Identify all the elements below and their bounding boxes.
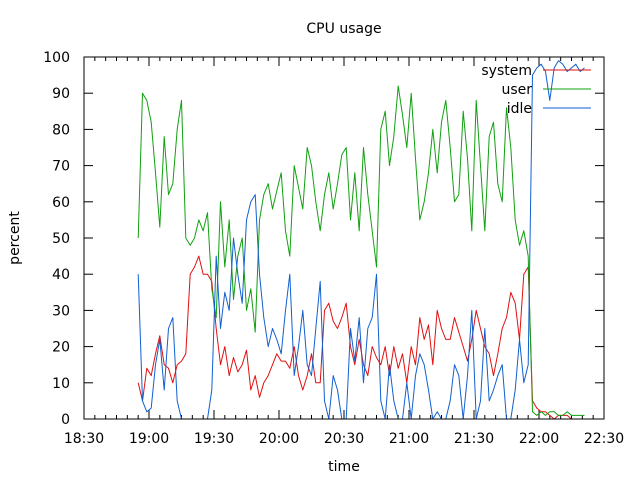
y-tick-label: 30 [52, 303, 70, 319]
y-tick-label: 10 [52, 376, 70, 392]
tick-labels: 0 10 20 30 40 50 60 70 80 90 100 18:30 19:00 19:30 20:… [43, 50, 624, 447]
x-axis-label: time [328, 459, 360, 475]
series-line-user [137, 85, 585, 416]
x-tick-label: 21:30 [454, 431, 494, 447]
y-tick-label: 90 [52, 86, 70, 102]
y-tick-label: 0 [61, 412, 70, 428]
y-tick-label: 60 [52, 195, 70, 211]
x-tick-label: 20:00 [259, 431, 299, 447]
x-tick-label: 18:30 [64, 431, 104, 447]
x-tick-label: 19:00 [129, 431, 169, 447]
y-tick-label: 80 [52, 122, 70, 138]
y-tick-label: 100 [43, 50, 70, 66]
y-tick-label: 70 [52, 159, 70, 175]
legend-label-system: system [481, 63, 532, 79]
series-line-system [137, 255, 585, 420]
y-tick-label: 50 [52, 231, 70, 247]
chart-title: CPU usage [306, 21, 381, 37]
x-tick-label: 22:00 [519, 431, 559, 447]
legend: system user idle [481, 63, 591, 117]
y-tick-label: 20 [52, 340, 70, 356]
y-axis-label: percent [7, 211, 23, 265]
x-tick-label: 20:30 [324, 431, 364, 447]
x-tick-label: 22:30 [584, 431, 624, 447]
y-tick-label: 40 [52, 267, 70, 283]
plot-frame [83, 56, 605, 420]
legend-label-user: user [501, 82, 532, 98]
legend-label-idle: idle [507, 101, 532, 117]
x-tick-label: 19:30 [194, 431, 234, 447]
x-tick-label: 21:00 [389, 431, 429, 447]
